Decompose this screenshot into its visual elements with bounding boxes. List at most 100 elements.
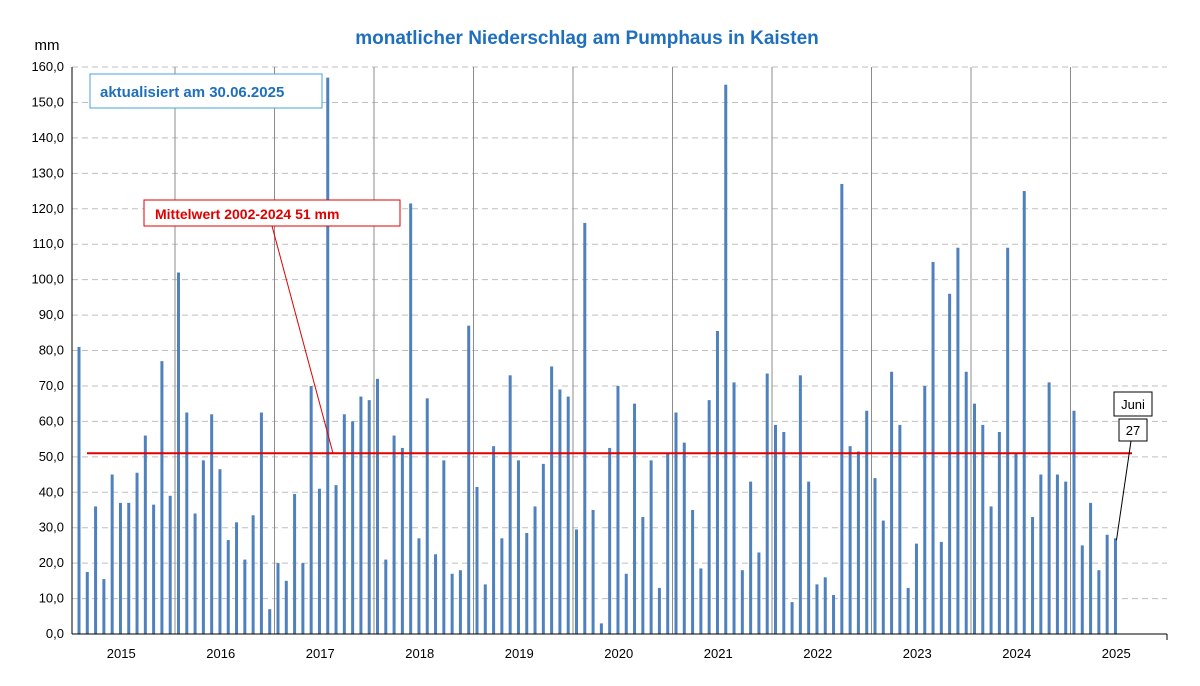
- bar: [740, 570, 744, 634]
- y-tick-labels: 0,0 10,0 20,0 30,0 40,0 50,0 60,0 70,0 80,0 90,0 1…: [31, 59, 64, 641]
- x-tick-label: 2021: [704, 646, 733, 661]
- bar: [790, 602, 794, 634]
- bar: [259, 412, 263, 634]
- bar: [409, 203, 413, 634]
- x-tick-label: 2020: [604, 646, 633, 661]
- bar: [591, 509, 595, 634]
- gridlines: [72, 66, 1167, 600]
- bar: [500, 538, 504, 634]
- bar: [185, 412, 189, 634]
- bar: [782, 432, 786, 634]
- bar: [715, 331, 719, 634]
- bar: [1080, 545, 1084, 634]
- mean-leader-line: [271, 225, 334, 454]
- bar: [201, 460, 205, 634]
- y-tick-label: 40,0: [39, 484, 64, 499]
- bar: [367, 400, 371, 634]
- bar: [840, 183, 844, 634]
- bar: [1047, 382, 1051, 634]
- bar: [293, 494, 297, 634]
- bar: [666, 453, 670, 634]
- x-tick-label: 2016: [206, 646, 235, 661]
- bar: [749, 481, 753, 634]
- bar: [989, 506, 993, 634]
- bar: [865, 410, 869, 634]
- x-tick-label: 2024: [1002, 646, 1031, 661]
- bar: [608, 447, 612, 634]
- last-month-box: [1113, 391, 1153, 417]
- x-tick-label: 2018: [405, 646, 434, 661]
- last-value-box: [1118, 418, 1148, 442]
- bar: [682, 442, 686, 634]
- y-tick-label: 80,0: [39, 343, 64, 358]
- bar: [417, 538, 421, 634]
- bar: [583, 222, 587, 635]
- bar: [110, 474, 114, 634]
- y-tick-label: 140,0: [31, 130, 64, 145]
- bar: [832, 595, 836, 634]
- bar: [964, 371, 968, 634]
- bar: [334, 485, 338, 634]
- bar: [873, 478, 877, 634]
- bar: [351, 421, 355, 634]
- x-tick-label: 2019: [505, 646, 534, 661]
- bar: [301, 563, 305, 634]
- bar: [931, 261, 935, 634]
- bar: [1072, 410, 1076, 634]
- bar: [914, 543, 918, 634]
- bar: [575, 529, 578, 634]
- bar: [724, 84, 728, 634]
- bar: [1022, 191, 1026, 634]
- y-tick-label: 100,0: [31, 272, 64, 287]
- bar: [309, 385, 313, 634]
- bar: [624, 573, 628, 634]
- bar: [1097, 570, 1101, 634]
- bar: [483, 584, 487, 634]
- bar: [268, 609, 272, 634]
- bar: [641, 517, 645, 634]
- bar: [118, 502, 122, 634]
- bar: [127, 502, 131, 634]
- x-tick-label: 2025: [1102, 646, 1131, 661]
- bar: [160, 361, 164, 634]
- bar: [193, 513, 197, 634]
- bar: [939, 541, 943, 634]
- bar: [102, 579, 106, 634]
- bar: [434, 554, 438, 634]
- bar: [359, 396, 363, 634]
- bar: [533, 506, 537, 634]
- bar: [765, 373, 769, 634]
- x-tick-labels: 2015 2016 2017 2018 2019 2020 2021 2022 2023 2024…: [107, 646, 1131, 661]
- bar: [881, 520, 885, 634]
- bar: [823, 577, 827, 634]
- bar: [906, 587, 910, 634]
- bar: [815, 584, 819, 634]
- bar: [699, 568, 703, 634]
- chart-title: monatlicher Niederschlag am Pumphaus in …: [355, 28, 819, 49]
- bar: [143, 435, 147, 634]
- bar: [516, 460, 520, 634]
- y-axis-unit: mm: [35, 37, 60, 54]
- bar: [566, 396, 570, 634]
- y-tick-label: 30,0: [39, 520, 64, 535]
- bar: [1113, 538, 1117, 634]
- bar: [616, 385, 620, 634]
- updated-note: aktualisiert am 30.06.2025: [100, 84, 284, 101]
- bar: [856, 451, 860, 634]
- bar: [450, 573, 454, 634]
- bar: [94, 506, 98, 634]
- bar: [807, 481, 811, 634]
- bar: [135, 472, 139, 634]
- y-tick-label: 70,0: [39, 378, 64, 393]
- bar: [1064, 481, 1068, 634]
- bar: [541, 463, 545, 634]
- bar: [392, 435, 396, 634]
- y-tick-label: 10,0: [39, 591, 64, 606]
- bar: [226, 540, 230, 634]
- y-tick-label: 110,0: [32, 236, 64, 251]
- bar: [475, 486, 479, 634]
- bar: [649, 460, 653, 634]
- bar: [848, 446, 852, 634]
- bar: [235, 522, 239, 634]
